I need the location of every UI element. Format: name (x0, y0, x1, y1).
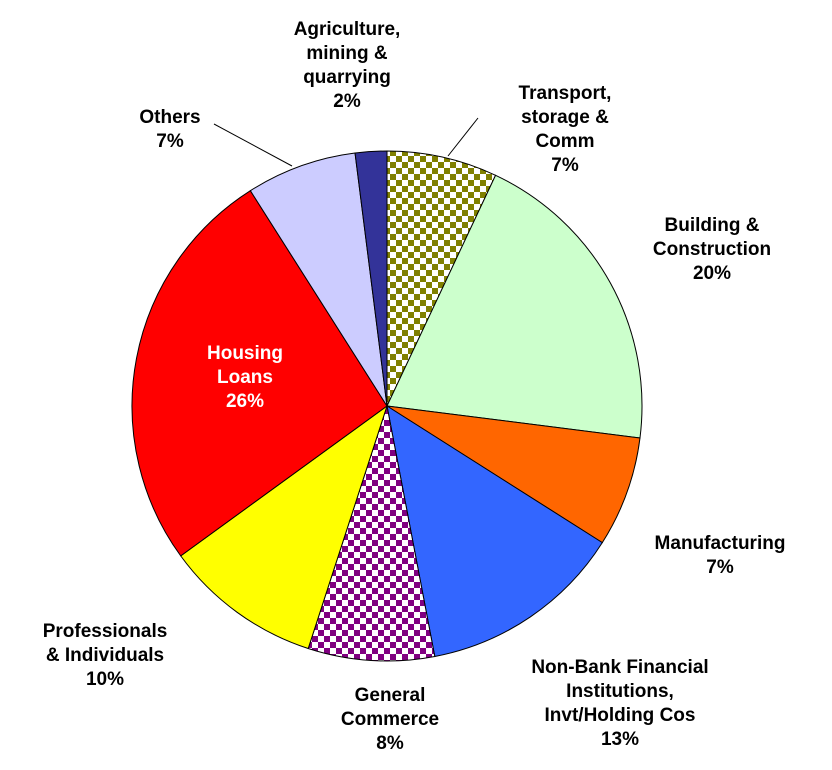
slice-label: Others 7% (139, 106, 200, 154)
value-label: 20% (692, 263, 732, 284)
pie-slice (180, 404, 388, 650)
pie-slice (386, 404, 603, 658)
value-label: 10% (85, 669, 125, 690)
slice-label: Building & Construction 20% (653, 214, 771, 286)
category-label: Agriculture, mining & quarrying (293, 19, 401, 88)
pie-slice (386, 150, 497, 407)
leader-line (447, 117, 479, 157)
slice-label: General Commerce 8% (341, 684, 439, 756)
category-label: Manufacturing (654, 533, 786, 554)
value-label: 26% (225, 391, 265, 412)
pie-slice (386, 405, 641, 544)
category-label: Professionals & Individuals (42, 621, 168, 666)
pie-slice (249, 152, 388, 407)
slice-label: Non-Bank Financial Institutions, Invt/Ho… (531, 656, 708, 752)
category-label: Building & Construction (652, 215, 772, 260)
value-label: 8% (376, 733, 404, 754)
category-label: Non-Bank Financial Institutions, Invt/Ho… (531, 657, 709, 726)
slice-label: Transport, storage & Comm 7% (519, 82, 612, 178)
slice-label: Manufacturing 7% (655, 532, 786, 580)
category-label: General Commerce (340, 685, 440, 730)
pie-slice (354, 150, 388, 407)
pie-slice (131, 190, 388, 557)
pie-slice (386, 174, 643, 439)
leader-line (213, 123, 293, 167)
value-label: 7% (156, 131, 184, 152)
slice-label: Agriculture, mining & quarrying 2% (294, 18, 401, 114)
category-label: Transport, storage & Comm (518, 83, 612, 152)
category-label: Housing Loans (207, 343, 283, 388)
slice-label: Housing Loans 26% (207, 342, 283, 414)
slice-label: Professionals & Individuals 10% (43, 620, 168, 692)
pie-slice (307, 405, 436, 662)
category-label: Others (139, 107, 201, 128)
value-label: 7% (551, 155, 579, 176)
value-label: 2% (333, 91, 361, 112)
value-label: 7% (706, 557, 734, 578)
value-label: 13% (600, 729, 640, 750)
